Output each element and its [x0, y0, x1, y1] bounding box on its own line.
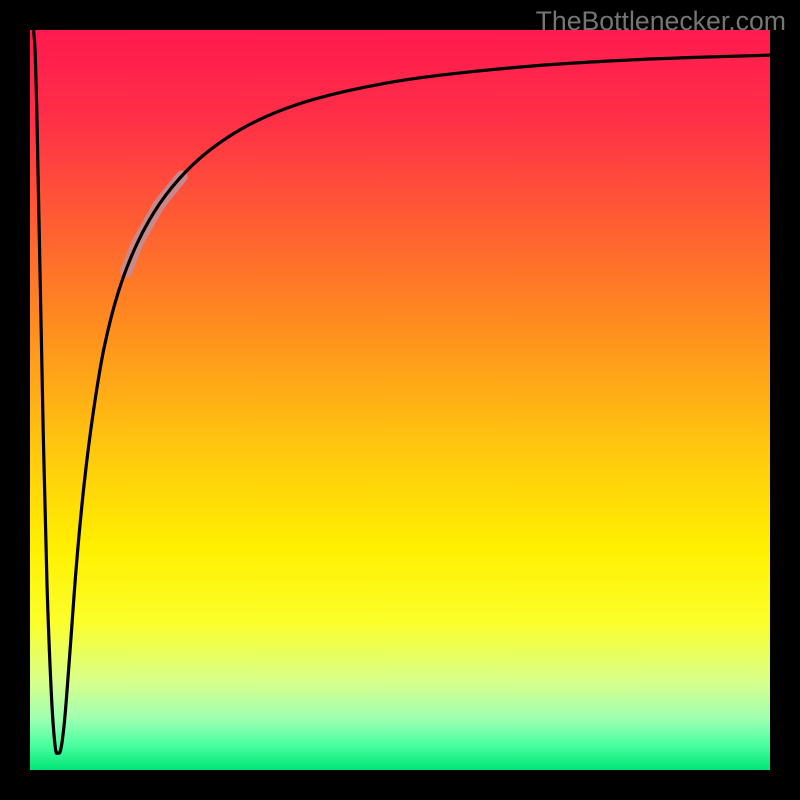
chart-container: TheBottlenecker.com — [0, 0, 800, 800]
plot-background — [30, 30, 770, 770]
bottleneck-chart — [0, 0, 800, 800]
